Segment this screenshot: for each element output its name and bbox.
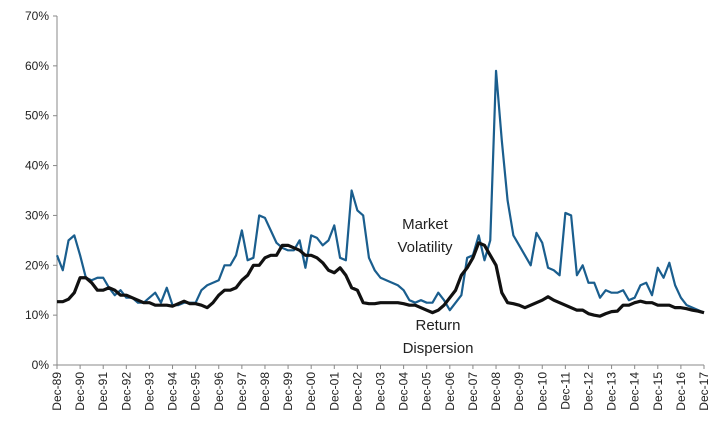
x-tick-label: Dec-14 bbox=[628, 372, 642, 411]
y-tick-label: 60% bbox=[25, 59, 49, 73]
x-tick-label: Dec-93 bbox=[142, 372, 156, 411]
y-tick-label: 50% bbox=[25, 109, 49, 123]
x-tick-label: Dec-08 bbox=[489, 372, 503, 411]
x-tick-label: Dec-12 bbox=[581, 372, 595, 411]
x-tick-label: Dec-94 bbox=[166, 372, 180, 411]
x-tick-label: Dec-98 bbox=[258, 372, 272, 411]
x-tick-label: Dec-11 bbox=[558, 372, 572, 410]
x-tick-label: Dec-13 bbox=[605, 372, 619, 411]
x-tick-label: Dec-01 bbox=[327, 372, 341, 411]
annotation: Volatility bbox=[397, 239, 453, 256]
y-tick-label: 0% bbox=[32, 358, 50, 372]
annotation: Dispersion bbox=[403, 340, 474, 357]
x-tick-label: Dec-03 bbox=[374, 372, 388, 411]
y-tick-label: 10% bbox=[25, 308, 49, 322]
x-tick-label: Dec-07 bbox=[466, 372, 480, 411]
x-tick-label: Dec-99 bbox=[281, 372, 295, 411]
annotation: Return bbox=[415, 317, 460, 334]
x-tick-label: Dec-17 bbox=[697, 372, 711, 411]
x-tick-label: Dec-04 bbox=[397, 372, 411, 411]
annotation: Market bbox=[402, 216, 449, 233]
x-tick-label: Dec-89 bbox=[50, 372, 64, 411]
x-tick-label: Dec-16 bbox=[674, 372, 688, 411]
y-tick-label: 40% bbox=[25, 159, 49, 173]
x-tick-label: Dec-95 bbox=[189, 372, 203, 411]
x-tick-label: Dec-97 bbox=[235, 372, 249, 411]
y-tick-label: 30% bbox=[25, 208, 49, 222]
x-tick-label: Dec-00 bbox=[304, 372, 318, 411]
y-tick-label: 70% bbox=[25, 9, 49, 23]
x-tick-label: Dec-02 bbox=[350, 372, 364, 411]
series-line bbox=[57, 241, 705, 318]
x-tick-label: Dec-92 bbox=[119, 372, 133, 411]
x-tick-label: Dec-05 bbox=[420, 372, 434, 411]
series-line bbox=[55, 69, 705, 314]
x-tick-label: Dec-96 bbox=[212, 372, 226, 411]
x-tick-label: Dec-15 bbox=[651, 372, 665, 411]
y-tick-label: 20% bbox=[25, 258, 49, 272]
x-tick-label: Dec-06 bbox=[443, 372, 457, 411]
x-tick-label: Dec-09 bbox=[512, 372, 526, 411]
x-tick-label: Dec-91 bbox=[96, 372, 110, 411]
x-tick-label: Dec-10 bbox=[535, 372, 549, 411]
x-tick-label: Dec-90 bbox=[73, 372, 87, 411]
